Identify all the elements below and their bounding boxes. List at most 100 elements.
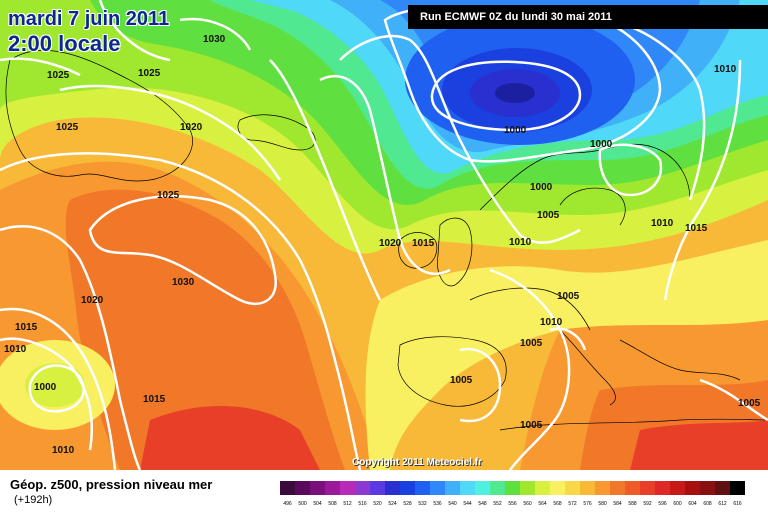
isobar-1025-greenland <box>59 84 282 181</box>
isobar-1010-west <box>0 337 94 451</box>
north-africa-coast <box>499 418 768 431</box>
colorbar-tick-600: 600 <box>673 501 682 507</box>
colorbar-swatch-604 <box>685 481 700 495</box>
isobar-1000-sw <box>28 364 85 413</box>
label-1010-b: 1010 <box>52 445 75 456</box>
isobar-1030-greenland <box>179 17 252 51</box>
model-run-banner: Run ECMWF 0Z du lundi 30 mai 2011 <box>408 5 768 29</box>
isobar-1025-nw <box>0 57 81 77</box>
colorbar-tick-560: 560 <box>523 501 532 507</box>
label-1030-greenland: 1030 <box>203 34 226 45</box>
colorbar-swatch-524 <box>385 481 400 495</box>
colorbar-tick-556: 556 <box>508 501 517 507</box>
colorbar-swatch-580 <box>595 481 610 495</box>
isobar-1010-north <box>339 34 581 244</box>
isobar-1005-se <box>699 378 768 422</box>
colorbar-tick-544: 544 <box>463 501 472 507</box>
ireland-coast <box>398 232 438 269</box>
colorbar-tick-516: 516 <box>358 501 367 507</box>
field-europe-yellow <box>365 240 768 470</box>
colorbar-tick-612: 612 <box>718 501 727 507</box>
label-1005-c: 1005 <box>520 338 543 349</box>
label-1000-low: 1000 <box>34 382 57 393</box>
italy-coast <box>559 329 616 406</box>
isobar-1025-atlantic <box>0 152 362 470</box>
label-1000-b: 1000 <box>590 139 613 150</box>
colorbar-swatch-528 <box>400 481 415 495</box>
colorbar-ticks: 496 500 504 508 512 516 520 524 528 532 536 540 544 5… <box>280 499 745 509</box>
label-1025-c: 1025 <box>56 122 79 133</box>
isobar-1015-north <box>319 75 451 275</box>
colorbar-tick-508: 508 <box>328 501 337 507</box>
colorbar-tick-568: 568 <box>553 501 562 507</box>
colorbar-tick-504: 504 <box>313 501 322 507</box>
colorbar-tick-584: 584 <box>613 501 622 507</box>
field-dark-orange <box>65 189 345 470</box>
label-1025-b: 1025 <box>138 68 161 79</box>
colorbar-tick-496: 496 <box>283 501 292 507</box>
isobar-1015-west <box>0 307 117 470</box>
forecast-time-title: 2:00 locale <box>8 31 121 56</box>
label-1005-f: 1005 <box>738 398 761 409</box>
isobar-1020-mid <box>269 59 382 301</box>
colorbar-tick-564: 564 <box>538 501 547 507</box>
label-1005-a: 1005 <box>537 210 560 221</box>
label-1025-a: 1025 <box>47 70 70 81</box>
colorbar-swatch-584 <box>610 481 625 495</box>
colorbar-swatch-536 <box>430 481 445 495</box>
colorbar-swatch-576 <box>580 481 595 495</box>
isobar-1010-ne <box>609 18 706 201</box>
field-sw-low-core <box>25 363 85 407</box>
label-1015-d: 1015 <box>685 223 708 234</box>
label-1010-f: 1010 <box>540 317 563 328</box>
colorbar-swatch-500 <box>295 481 310 495</box>
colorbar-tick-552: 552 <box>493 501 502 507</box>
colorbar-swatch-516 <box>355 481 370 495</box>
forecast-date-title: mardi 7 juin 2011 <box>8 8 170 30</box>
label-1015-a: 1015 <box>15 322 38 333</box>
label-1010-c: 1010 <box>509 237 532 248</box>
colorbar-tick-588: 588 <box>628 501 637 507</box>
colorbar-swatch-572 <box>565 481 580 495</box>
weather-map: 1030 1025 1025 1025 1020 1025 1030 1020 … <box>0 0 768 470</box>
label-1005-d: 1005 <box>450 375 473 386</box>
colorbar-swatch-540 <box>445 481 460 495</box>
colorbar-tick-604: 604 <box>688 501 697 507</box>
colorbar-tick-524: 524 <box>388 501 397 507</box>
isobar-1005-iberia <box>459 347 502 423</box>
isobar-1000-low <box>430 60 582 132</box>
label-1020-a: 1020 <box>180 122 203 133</box>
isobar-1005-europe <box>489 268 571 470</box>
colorbar-tick-520: 520 <box>373 501 382 507</box>
copyright-text: Copyright 2011 Meteociel.fr <box>352 457 483 468</box>
label-1030-atlantic: 1030 <box>172 277 195 288</box>
colorbar-tick-596: 596 <box>658 501 667 507</box>
label-1015-b: 1015 <box>143 394 166 405</box>
colorbar-swatch-532 <box>415 481 430 495</box>
colorbar-tick-532: 532 <box>418 501 427 507</box>
isobar-1030-atlantic <box>88 195 278 306</box>
map-svg: 1030 1025 1025 1025 1020 1025 1030 1020 … <box>0 0 768 470</box>
field-med-red <box>630 420 768 470</box>
colorbar-tick-608: 608 <box>703 501 712 507</box>
legend-title: Géop. z500, pression niveau mer <box>10 477 213 492</box>
iberia-coast <box>397 336 507 407</box>
colorbar-swatch-608 <box>700 481 715 495</box>
label-1020-b: 1020 <box>81 295 104 306</box>
colorbar-tick-536: 536 <box>433 501 442 507</box>
label-1015-c: 1015 <box>412 238 435 249</box>
isobar-1000-scand <box>598 143 663 197</box>
label-1000-north: 1000 <box>504 125 527 136</box>
colorbar-swatch-556 <box>505 481 520 495</box>
colorbar-tick-580: 580 <box>598 501 607 507</box>
baltic-coast <box>559 187 626 226</box>
colorbar-swatch-520 <box>370 481 385 495</box>
field-red-sw <box>140 406 320 470</box>
label-1025-d: 1025 <box>157 190 180 201</box>
balkans-coast <box>619 339 741 381</box>
colorbar-tick-576: 576 <box>583 501 592 507</box>
colorbar-swatch-496 <box>280 481 295 495</box>
colorbar-swatch-600 <box>670 481 685 495</box>
colorbar-tick-512: 512 <box>343 501 352 507</box>
colorbar-swatch-544 <box>460 481 475 495</box>
